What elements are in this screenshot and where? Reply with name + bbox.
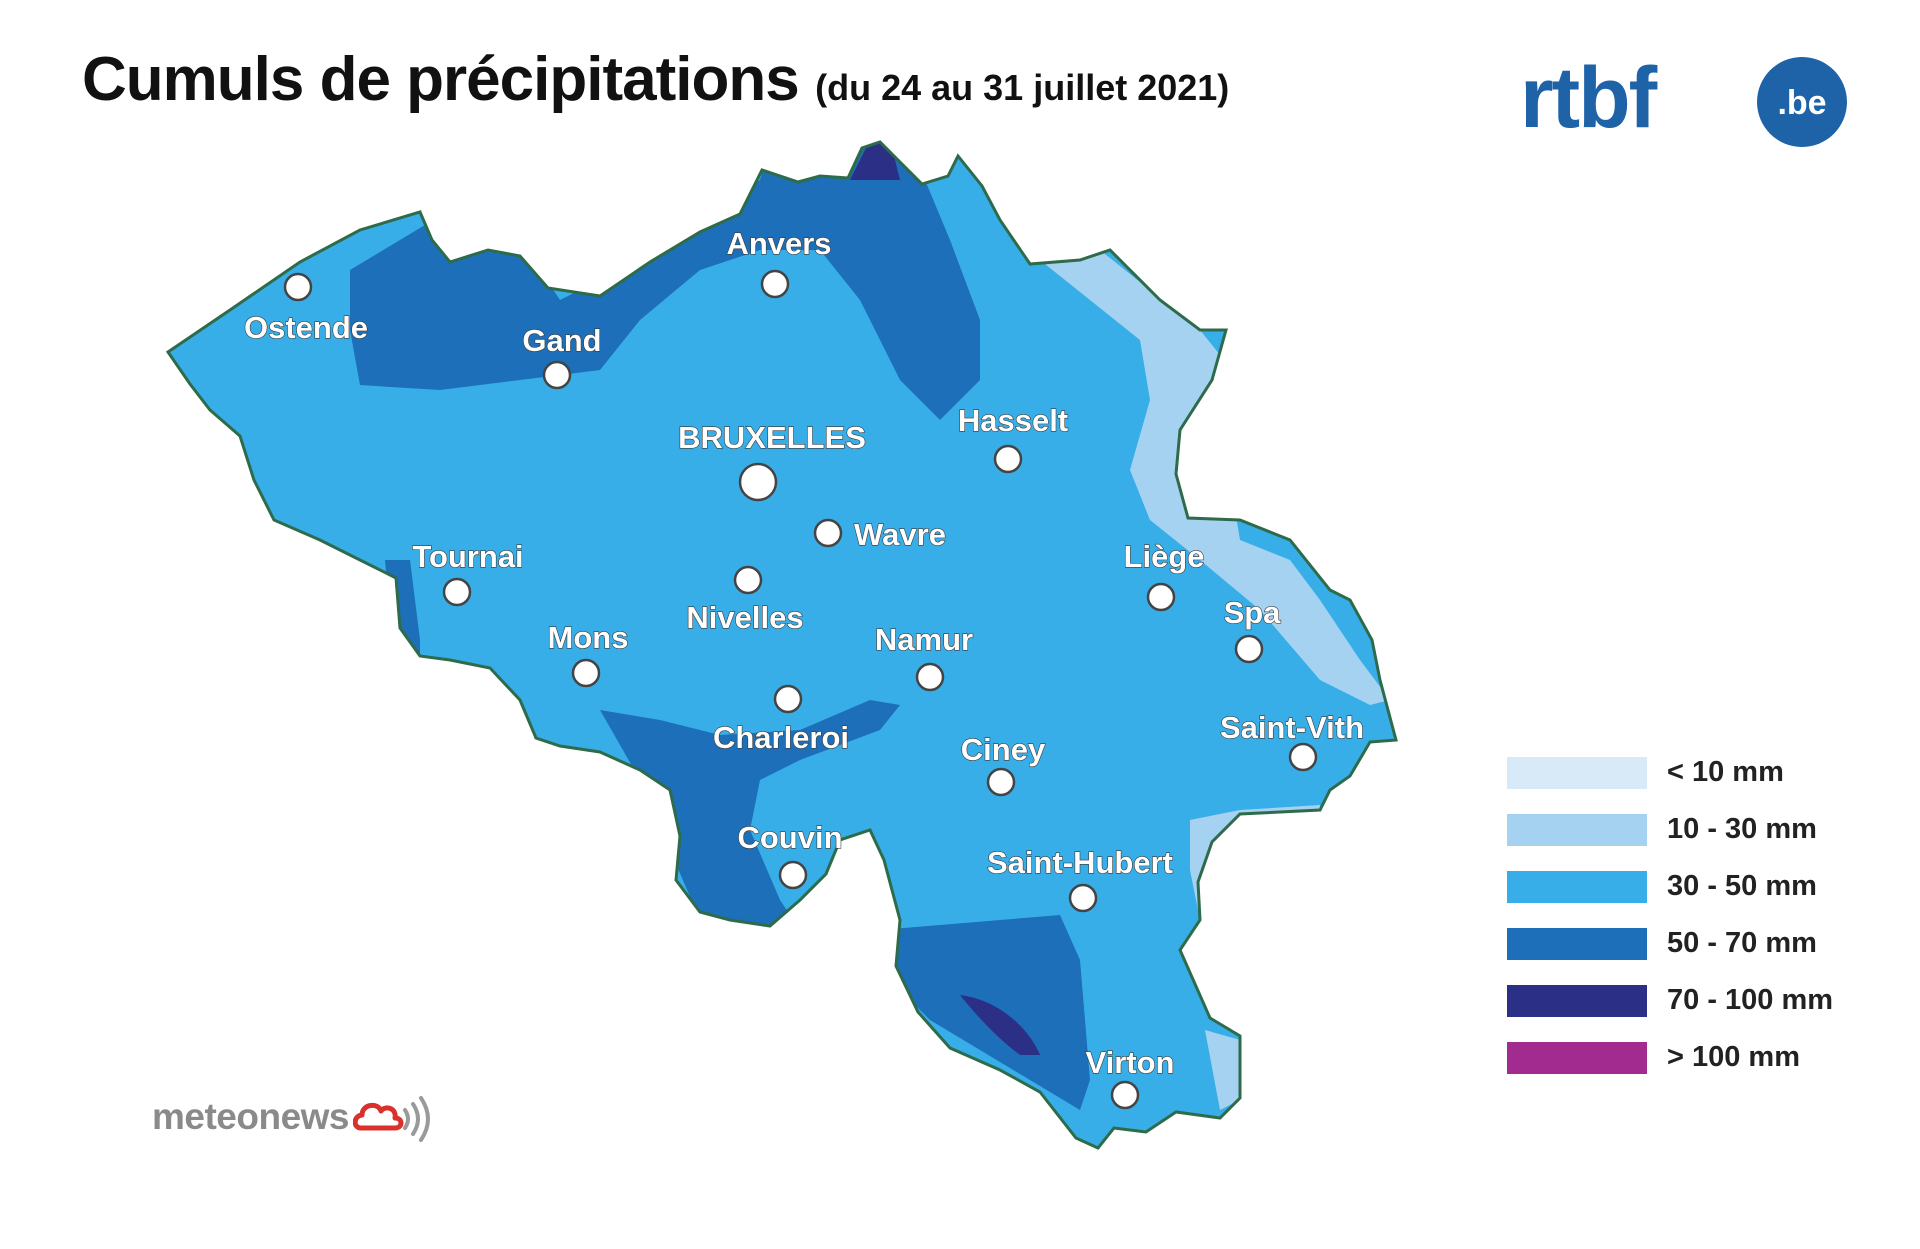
legend-swatch-50-70 — [1507, 927, 1647, 960]
city-dot — [1110, 1080, 1140, 1110]
logo-text: rtbf — [1520, 52, 1658, 146]
rtbf-logo: rtbf .be — [1520, 50, 1850, 152]
legend-label: > 100 mm — [1667, 1041, 1801, 1073]
legend-swatch-10-30 — [1507, 813, 1647, 846]
legend-label: 30 - 50 mm — [1667, 870, 1817, 902]
city-marker: Ostende — [243, 272, 369, 346]
city-dot — [542, 360, 572, 390]
city-label: Ostende — [244, 310, 368, 345]
city-label: Virton — [1086, 1045, 1175, 1080]
title-main: Cumuls de précipitations — [82, 45, 800, 114]
city-dot — [1234, 634, 1264, 664]
page-title: Cumuls de précipitations (du 24 au 31 ju… — [82, 44, 1229, 115]
city-marker: Saint-Hubert — [986, 844, 1174, 913]
city-marker: Spa — [1223, 594, 1282, 664]
city-markers: Ostende Gand Anvers BRUXELLES Hasselt Wavre To… — [243, 225, 1365, 1110]
city-dot — [760, 269, 790, 299]
city-label: Namur — [875, 622, 973, 657]
city-dot — [915, 662, 945, 692]
legend-item: < 10 mm — [1507, 744, 1833, 801]
city-marker: Anvers — [726, 225, 832, 299]
city-label: Saint-Vith — [1220, 710, 1364, 745]
zone-50-70mm-north — [350, 142, 980, 420]
city-dot — [442, 577, 472, 607]
legend: < 10 mm 10 - 30 mm 30 - 50 mm 50 - 70 mm… — [1507, 744, 1833, 1086]
city-marker: Nivelles — [686, 565, 804, 636]
city-marker: Saint-Vith — [1219, 709, 1365, 772]
city-label: Saint-Hubert — [987, 845, 1173, 880]
city-marker: Hasselt — [957, 402, 1069, 474]
legend-label: 70 - 100 mm — [1667, 984, 1834, 1016]
legend-swatch-lt10 — [1507, 756, 1647, 789]
city-label: Couvin — [737, 820, 842, 855]
city-marker: Gand — [522, 322, 602, 390]
legend-label: 10 - 30 mm — [1667, 813, 1817, 845]
city-marker: Tournai — [412, 538, 524, 607]
zone-50-70mm-south — [600, 700, 900, 935]
city-marker: Couvin — [737, 819, 843, 890]
city-label: Ciney — [961, 732, 1046, 767]
city-marker: Wavre — [813, 516, 947, 553]
legend-swatch-70-100 — [1507, 984, 1647, 1017]
city-marker: Ciney — [960, 731, 1047, 797]
city-dot — [283, 272, 313, 302]
city-label: Nivelles — [686, 600, 803, 635]
city-label: BRUXELLES — [678, 420, 866, 455]
city-label: Anvers — [726, 226, 831, 261]
city-marker: BRUXELLES — [678, 419, 866, 502]
city-marker: Namur — [874, 621, 974, 692]
city-marker: Liège — [1123, 538, 1205, 612]
zone-70-100mm-south — [960, 995, 1040, 1055]
city-dot — [571, 658, 601, 688]
belgium-border — [165, 140, 1398, 1150]
city-label: Tournai — [412, 539, 523, 574]
city-label: Spa — [1224, 595, 1282, 630]
legend-swatch-30-50 — [1507, 870, 1647, 903]
legend-item: 30 - 50 mm — [1507, 858, 1833, 915]
city-dot — [733, 565, 763, 595]
title-date-range: (du 24 au 31 juillet 2021) — [815, 67, 1230, 108]
city-dot — [993, 444, 1023, 474]
city-dot — [813, 518, 843, 548]
zone-10-30mm-virton — [1205, 1030, 1240, 1110]
logo-suffix: .be — [1777, 84, 1826, 122]
city-label: Wavre — [854, 517, 946, 552]
city-dot — [773, 684, 803, 714]
legend-label: 50 - 70 mm — [1667, 927, 1817, 959]
zone-10-30mm-southeast — [1190, 805, 1320, 920]
logo-circle — [1757, 57, 1847, 147]
city-label: Hasselt — [958, 403, 1068, 438]
city-dot — [1068, 883, 1098, 913]
city-dot — [1288, 742, 1318, 772]
meteonews-text: meteonews — [152, 1096, 350, 1137]
legend-item: 70 - 100 mm — [1507, 972, 1833, 1029]
city-dot — [1146, 582, 1176, 612]
city-dot — [738, 462, 778, 502]
legend-item: 10 - 30 mm — [1507, 801, 1833, 858]
cloud-signal-icon — [353, 1096, 431, 1142]
legend-swatch-gt100 — [1507, 1041, 1647, 1074]
city-dot — [778, 860, 808, 890]
city-dot — [986, 767, 1016, 797]
city-label: Charleroi — [713, 720, 849, 755]
legend-item: > 100 mm — [1507, 1029, 1833, 1086]
city-marker: Charleroi — [712, 684, 850, 756]
city-marker: Virton — [1085, 1044, 1175, 1110]
legend-label: < 10 mm — [1667, 756, 1784, 788]
legend-item: 50 - 70 mm — [1507, 915, 1833, 972]
city-label: Liège — [1124, 539, 1205, 574]
city-marker: Mons — [547, 619, 629, 688]
city-label: Gand — [522, 323, 601, 358]
city-label: Mons — [548, 620, 629, 655]
meteonews-logo: meteonews — [152, 1082, 433, 1152]
